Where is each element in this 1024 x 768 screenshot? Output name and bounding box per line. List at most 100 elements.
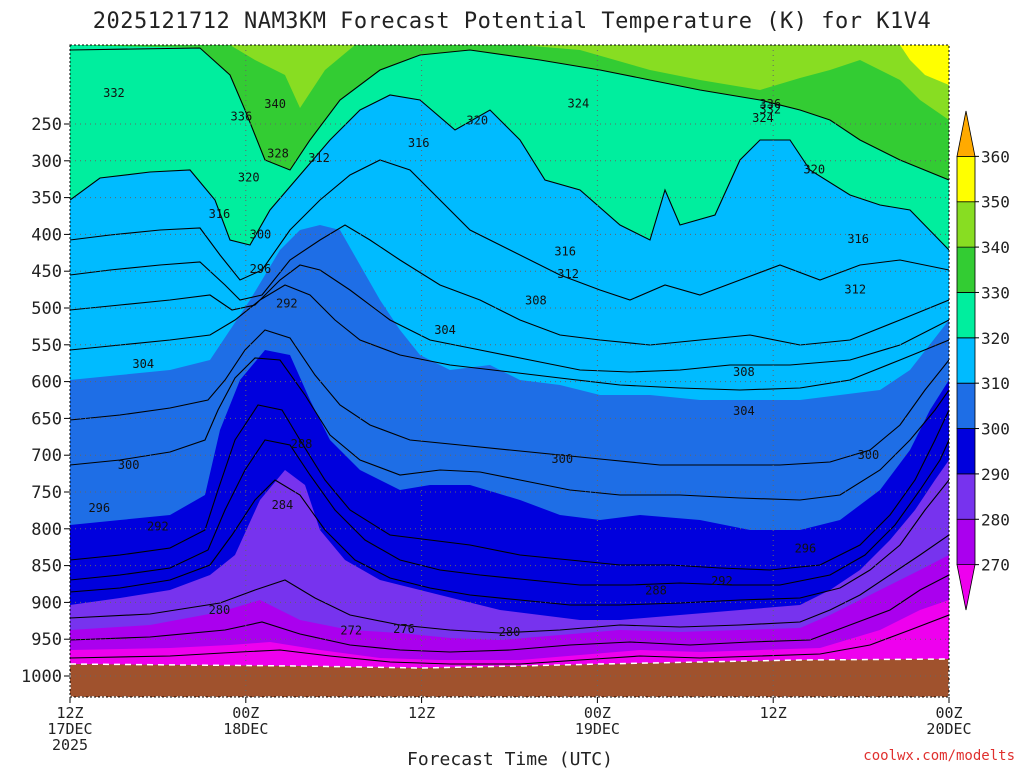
contour-label: 288 (645, 584, 667, 598)
colorbar-tick-label: 300 (981, 420, 1010, 439)
contour-label: 272 (340, 623, 362, 637)
colorbar-swatch (956, 292, 976, 339)
contour-label: 312 (844, 283, 866, 297)
y-tick-label: 1000 (21, 667, 62, 687)
colorbar-swatch (956, 110, 976, 157)
contour-label: 308 (525, 294, 547, 308)
contour-label: 300 (551, 452, 573, 466)
x-tick-label: 2025 (52, 736, 88, 754)
colorbar-tick-label: 340 (981, 238, 1010, 257)
contour-label: 312 (557, 267, 579, 281)
contour-label: 316 (554, 244, 576, 258)
y-tick-label: 850 (31, 557, 62, 577)
contour-label: 296 (795, 542, 817, 556)
colorbar-swatch (956, 201, 976, 248)
contour-label: 292 (276, 297, 298, 311)
credit-text: coolwx.com/modelts (863, 748, 1015, 764)
x-tick-label: 12Z (408, 704, 435, 722)
contour-label: 328 (267, 146, 289, 160)
y-tick-label: 700 (31, 446, 62, 466)
y-tick-label: 750 (31, 483, 62, 503)
y-tick-label: 650 (31, 409, 62, 429)
contour-label: 336 (231, 110, 253, 124)
colorbar-swatch (956, 518, 976, 566)
colorbar-swatch (956, 246, 976, 293)
contour-label: 288 (291, 437, 313, 451)
x-tick-label: 00Z (584, 704, 611, 722)
colorbar: 270 280 290 300 310 320 330 340 350 360 (956, 110, 1010, 611)
contour-label: 316 (408, 136, 430, 150)
y-axis-ticks: 250 300 350 400 450 500 550 600 650 700 750 800 850 9… (21, 115, 70, 687)
contour-label: 316 (847, 232, 869, 246)
colorbar-tick-label: 320 (981, 329, 1010, 348)
contour-label: 316 (209, 207, 231, 221)
x-tick-label: 00Z (232, 704, 259, 722)
contour-label: 304 (132, 357, 154, 371)
contour-label: 292 (711, 574, 733, 588)
plot-frame (69, 44, 950, 698)
colorbar-swatch (956, 337, 976, 384)
colorbar-swatch (956, 428, 976, 475)
y-tick-label: 350 (31, 189, 62, 209)
y-tick-label: 950 (31, 630, 62, 650)
x-tick-label: 20DEC (926, 720, 971, 738)
colorbar-swatch (956, 155, 976, 203)
contour-label: 320 (803, 163, 825, 177)
y-tick-label: 450 (31, 262, 62, 282)
y-tick-label: 550 (31, 336, 62, 356)
contour-label: 308 (733, 365, 755, 379)
x-tick-label: 17DEC (47, 720, 92, 738)
y-tick-label: 300 (31, 152, 62, 172)
contour-label: 340 (264, 97, 286, 111)
colorbar-tick-label: 350 (981, 193, 1010, 212)
contour-label: 304 (733, 404, 755, 418)
contour-label: 300 (118, 458, 140, 472)
x-tick-label: 12Z (56, 704, 83, 722)
colorbar-tick-label: 270 (981, 556, 1010, 575)
x-tick-label: 19DEC (575, 720, 620, 738)
contour-label: 296 (88, 501, 110, 515)
contour-label: 276 (393, 622, 415, 636)
contour-label: 312 (308, 151, 330, 165)
x-tick-label: 00Z (935, 704, 962, 722)
contour-label: 324 (752, 111, 774, 125)
x-tick-label: 12Z (760, 704, 787, 722)
contour-label: 280 (209, 603, 231, 617)
y-tick-label: 900 (31, 593, 62, 613)
contour-label: 332 (103, 86, 125, 100)
y-tick-label: 400 (31, 225, 62, 245)
y-tick-label: 250 (31, 115, 62, 135)
contour-label: 320 (238, 171, 260, 185)
contour-label: 324 (568, 96, 590, 110)
colorbar-swatch (956, 473, 976, 520)
chart-title: 2025121712 NAM3KM Forecast Potential Tem… (93, 9, 931, 34)
contour-lines (70, 47, 949, 665)
colorbar-swatch (956, 564, 976, 611)
colorbar-tick-label: 290 (981, 465, 1010, 484)
contour-label: 300 (858, 448, 880, 462)
colorbar-tick-label: 280 (981, 510, 1010, 529)
contour-label: 304 (434, 323, 456, 337)
y-tick-label: 500 (31, 299, 62, 319)
contour-label: 296 (250, 262, 272, 276)
x-tick-label: 18DEC (223, 720, 268, 738)
y-tick-label: 600 (31, 373, 62, 393)
colorbar-tick-label: 360 (981, 147, 1010, 166)
contour-label: 284 (272, 498, 294, 512)
ground-surface (70, 658, 949, 697)
colorbar-swatch (956, 382, 976, 429)
colorbar-tick-label: 330 (981, 283, 1010, 302)
x-axis-label: Forecast Time (UTC) (407, 749, 613, 768)
y-tick-label: 800 (31, 520, 62, 540)
contour-label: 332 (759, 102, 781, 116)
contour-label: 280 (499, 625, 521, 639)
contour-label: 320 (466, 113, 488, 127)
gridlines (70, 45, 949, 697)
colorbar-tick-label: 310 (981, 374, 1010, 393)
contour-label: 336 (759, 97, 781, 111)
contour-label: 292 (147, 520, 169, 534)
